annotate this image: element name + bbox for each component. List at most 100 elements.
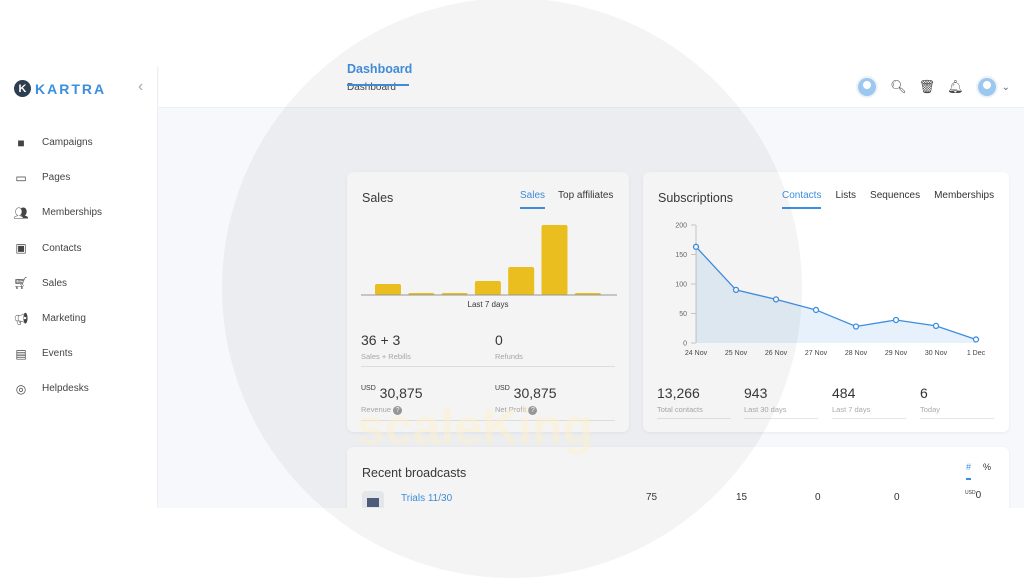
sidebar-item-label: Sales <box>42 277 68 289</box>
y-tick-label: 50 <box>679 311 687 318</box>
sidebar-item-events[interactable]: ▤ Events <box>0 336 158 371</box>
sidebar-item-label: Helpdesks <box>42 383 89 395</box>
bell-icon[interactable]: 🔔︎ <box>947 79 964 94</box>
chevron-down-icon: ⌄ <box>1001 81 1010 93</box>
trash-icon[interactable]: 🗑︎ <box>918 79 936 94</box>
broadcast-value: 15 <box>736 492 748 503</box>
sidebar-nav: ■ Campaigns ▭ Pages 👥︎ Memberships ▣ Contacts 🛒︎… <box>0 125 158 407</box>
data-point <box>812 306 820 314</box>
sidebar-item-campaigns[interactable]: ■ Campaigns <box>0 125 158 160</box>
help-icon[interactable]: ? <box>393 406 403 415</box>
box-icon: ■ <box>17 135 25 150</box>
sales-bar-chart <box>361 225 617 296</box>
kartra-logo-icon: K <box>14 80 31 97</box>
y-tick-label: 200 <box>675 223 687 230</box>
series-line <box>695 246 977 341</box>
subscription-stat: 484 Last 7 days <box>832 385 871 414</box>
subscription-stat: 13,266 Total contacts <box>657 385 703 414</box>
subscription-stat: 943 Last 30 days <box>744 385 787 414</box>
x-tick-label: 1 Dec <box>967 350 986 357</box>
page-title: Dashboard <box>347 62 412 86</box>
sidebar: K KARTRA ‹ ■ Campaigns ▭ Pages 👥︎ Memberships ▣… <box>0 67 158 508</box>
tab-lists[interactable]: Lists <box>835 190 857 201</box>
broadcast-amount: USD0 <box>965 490 982 501</box>
subscription-stat: 6 Today <box>920 385 941 414</box>
x-tick-label: 28 Nov <box>845 350 868 357</box>
broadcast-link[interactable]: Trials 11/30 <box>401 493 453 504</box>
x-tick-label: 24 Nov <box>685 350 708 357</box>
sales-card-title: Sales <box>362 191 394 205</box>
tab-memberships[interactable]: Memberships <box>934 190 995 201</box>
data-point <box>732 286 740 294</box>
sales-bar <box>541 225 568 295</box>
x-tick-label: 27 Nov <box>805 350 828 357</box>
sidebar-item-sales[interactable]: 🛒︎ Sales <box>0 266 158 301</box>
sidebar-item-label: Marketing <box>42 313 86 325</box>
sidebar-item-contacts[interactable]: ▣ Contacts <box>0 231 158 266</box>
people-icon: 👥︎ <box>13 205 29 220</box>
broadcast-value: 0 <box>815 492 821 503</box>
collapse-sidebar-chevron-icon[interactable]: ‹ <box>138 78 144 95</box>
revenue-stat: USD 30,875 Revenue ? <box>361 385 423 415</box>
search-icon[interactable]: 🔍︎ <box>890 79 907 94</box>
broadcasts-title: Recent broadcasts <box>362 466 467 480</box>
lifebuoy-icon: ◎ <box>15 381 27 396</box>
sidebar-item-memberships[interactable]: 👥︎ Memberships <box>0 195 158 230</box>
data-point <box>932 322 940 330</box>
chart-period-label: Last 7 days <box>467 300 509 309</box>
sidebar-item-marketing[interactable]: 📢︎ Marketing <box>0 301 158 336</box>
calendar-icon: ▤ <box>15 346 27 361</box>
sales-rebills-stat: 36 + 3 Sales + Rebills <box>361 332 411 361</box>
account-avatar-icon[interactable] <box>856 76 879 98</box>
data-point <box>772 296 780 303</box>
y-tick-label: 0 <box>683 341 687 348</box>
page-icon: ▭ <box>15 170 27 185</box>
contact-card-icon: ▣ <box>15 241 27 256</box>
subscriptions-card: Subscriptions Contacts Lists Sequences M… <box>643 172 1009 432</box>
data-point <box>692 243 700 250</box>
tab-percent[interactable]: % <box>983 462 992 472</box>
help-icon[interactable]: ? <box>528 406 538 415</box>
sidebar-item-label: Memberships <box>42 207 103 219</box>
data-point <box>972 336 980 343</box>
sales-card: Sales Sales Top affiliates Last 7 days 3… <box>347 172 629 432</box>
data-point <box>892 316 900 324</box>
sidebar-item-pages[interactable]: ▭ Pages <box>0 160 158 195</box>
data-point <box>852 323 860 330</box>
subscriptions-line-chart: 0 50 100 150 200 24 Nov 25 Nov 26 Nov 27 Nov 28 N… <box>675 223 986 358</box>
sales-bar <box>375 284 401 295</box>
sidebar-item-helpdesks[interactable]: ◎ Helpdesks <box>0 371 158 406</box>
x-tick-label: 30 Nov <box>925 350 948 357</box>
broadcast-value: 0 <box>894 492 900 503</box>
sidebar-item-label: Events <box>42 348 73 360</box>
tab-sales[interactable]: Sales <box>520 190 546 209</box>
refunds-stat: 0 Refunds <box>495 332 523 361</box>
area-fill <box>696 246 976 343</box>
header: Dashboard 🔍︎ 🗑︎ 🔔︎ ⌄ <box>159 67 1024 108</box>
logo[interactable]: K KARTRA <box>14 80 106 97</box>
tab-sequences[interactable]: Sequences <box>870 190 921 201</box>
user-menu[interactable]: ⌄ <box>975 76 1010 98</box>
cart-icon: 🛒︎ <box>13 276 29 291</box>
tab-top-affiliates[interactable]: Top affiliates <box>558 190 614 201</box>
sidebar-item-label: Contacts <box>42 242 82 254</box>
sidebar-item-label: Campaigns <box>42 137 93 149</box>
y-tick-label: 100 <box>675 282 687 289</box>
sidebar-item-label: Pages <box>42 172 71 184</box>
net-profit-stat: USD 30,875 Net Profit ? <box>495 385 557 415</box>
subscriptions-card-title: Subscriptions <box>658 191 734 205</box>
broadcast-value: 75 <box>646 492 658 503</box>
tab-contacts[interactable]: Contacts <box>782 190 822 209</box>
x-tick-label: 26 Nov <box>765 350 788 357</box>
y-tick-label: 150 <box>675 252 687 259</box>
sales-bar <box>508 267 535 295</box>
mail-icon <box>362 491 384 513</box>
brand-name: KARTRA <box>35 80 107 97</box>
x-tick-label: 29 Nov <box>885 350 908 357</box>
breadcrumb: Dashboard <box>347 82 396 93</box>
tab-count[interactable]: # <box>966 462 972 480</box>
x-tick-label: 25 Nov <box>725 350 748 357</box>
sales-bar <box>474 281 501 295</box>
user-avatar-icon <box>975 76 998 98</box>
megaphone-icon: 📢︎ <box>13 311 29 326</box>
